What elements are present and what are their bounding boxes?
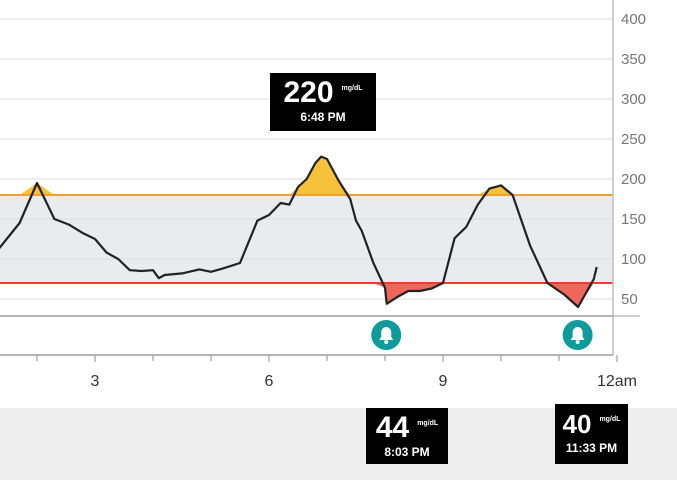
y-tick-label: 300 bbox=[621, 91, 646, 108]
callout-time: 6:48 PM bbox=[300, 110, 346, 124]
y-tick-label: 200 bbox=[621, 171, 646, 188]
y-axis-tick-labels: 400 350 300 250 200 150 100 50 bbox=[621, 11, 646, 308]
y-tick-label: 50 bbox=[621, 291, 638, 308]
callout-time: 8:03 PM bbox=[384, 445, 430, 459]
callout-value: 44 bbox=[375, 411, 410, 444]
glucose-series-line bbox=[0, 155, 598, 309]
callout-unit: mg/dL bbox=[599, 416, 621, 423]
low-reading-callout-1: 44 mg/dL 8:03 PM bbox=[366, 408, 448, 464]
y-tick-label: 100 bbox=[621, 251, 646, 268]
x-tick-label: 6 bbox=[265, 373, 274, 390]
y-tick-label: 150 bbox=[621, 211, 646, 228]
callout-value: 40 bbox=[562, 409, 592, 439]
x-tick-label: 3 bbox=[91, 373, 100, 390]
y-tick-label: 250 bbox=[621, 131, 646, 148]
callout-value: 220 bbox=[283, 76, 334, 109]
callout-unit: mg/dL bbox=[417, 420, 439, 427]
high-reading-callout: 220 mg/dL 6:48 PM bbox=[270, 73, 376, 131]
target-range-band bbox=[0, 195, 613, 283]
x-tick-label: 12am bbox=[597, 373, 637, 390]
alarm-bell-icon[interactable] bbox=[562, 320, 593, 350]
callout-unit: mg/dL bbox=[341, 85, 363, 92]
low-reading-callout-2: 40 mg/dL 11:33 PM bbox=[555, 404, 628, 464]
x-tick-label: 9 bbox=[439, 373, 448, 390]
y-tick-label: 400 bbox=[621, 11, 646, 28]
y-tick-label: 350 bbox=[621, 51, 646, 68]
x-axis-ticks: 3 6 9 12am bbox=[36, 355, 637, 390]
callout-time: 11:33 PM bbox=[565, 441, 618, 455]
alarm-bell-icon[interactable] bbox=[371, 320, 402, 350]
alarm-icons bbox=[371, 320, 593, 350]
